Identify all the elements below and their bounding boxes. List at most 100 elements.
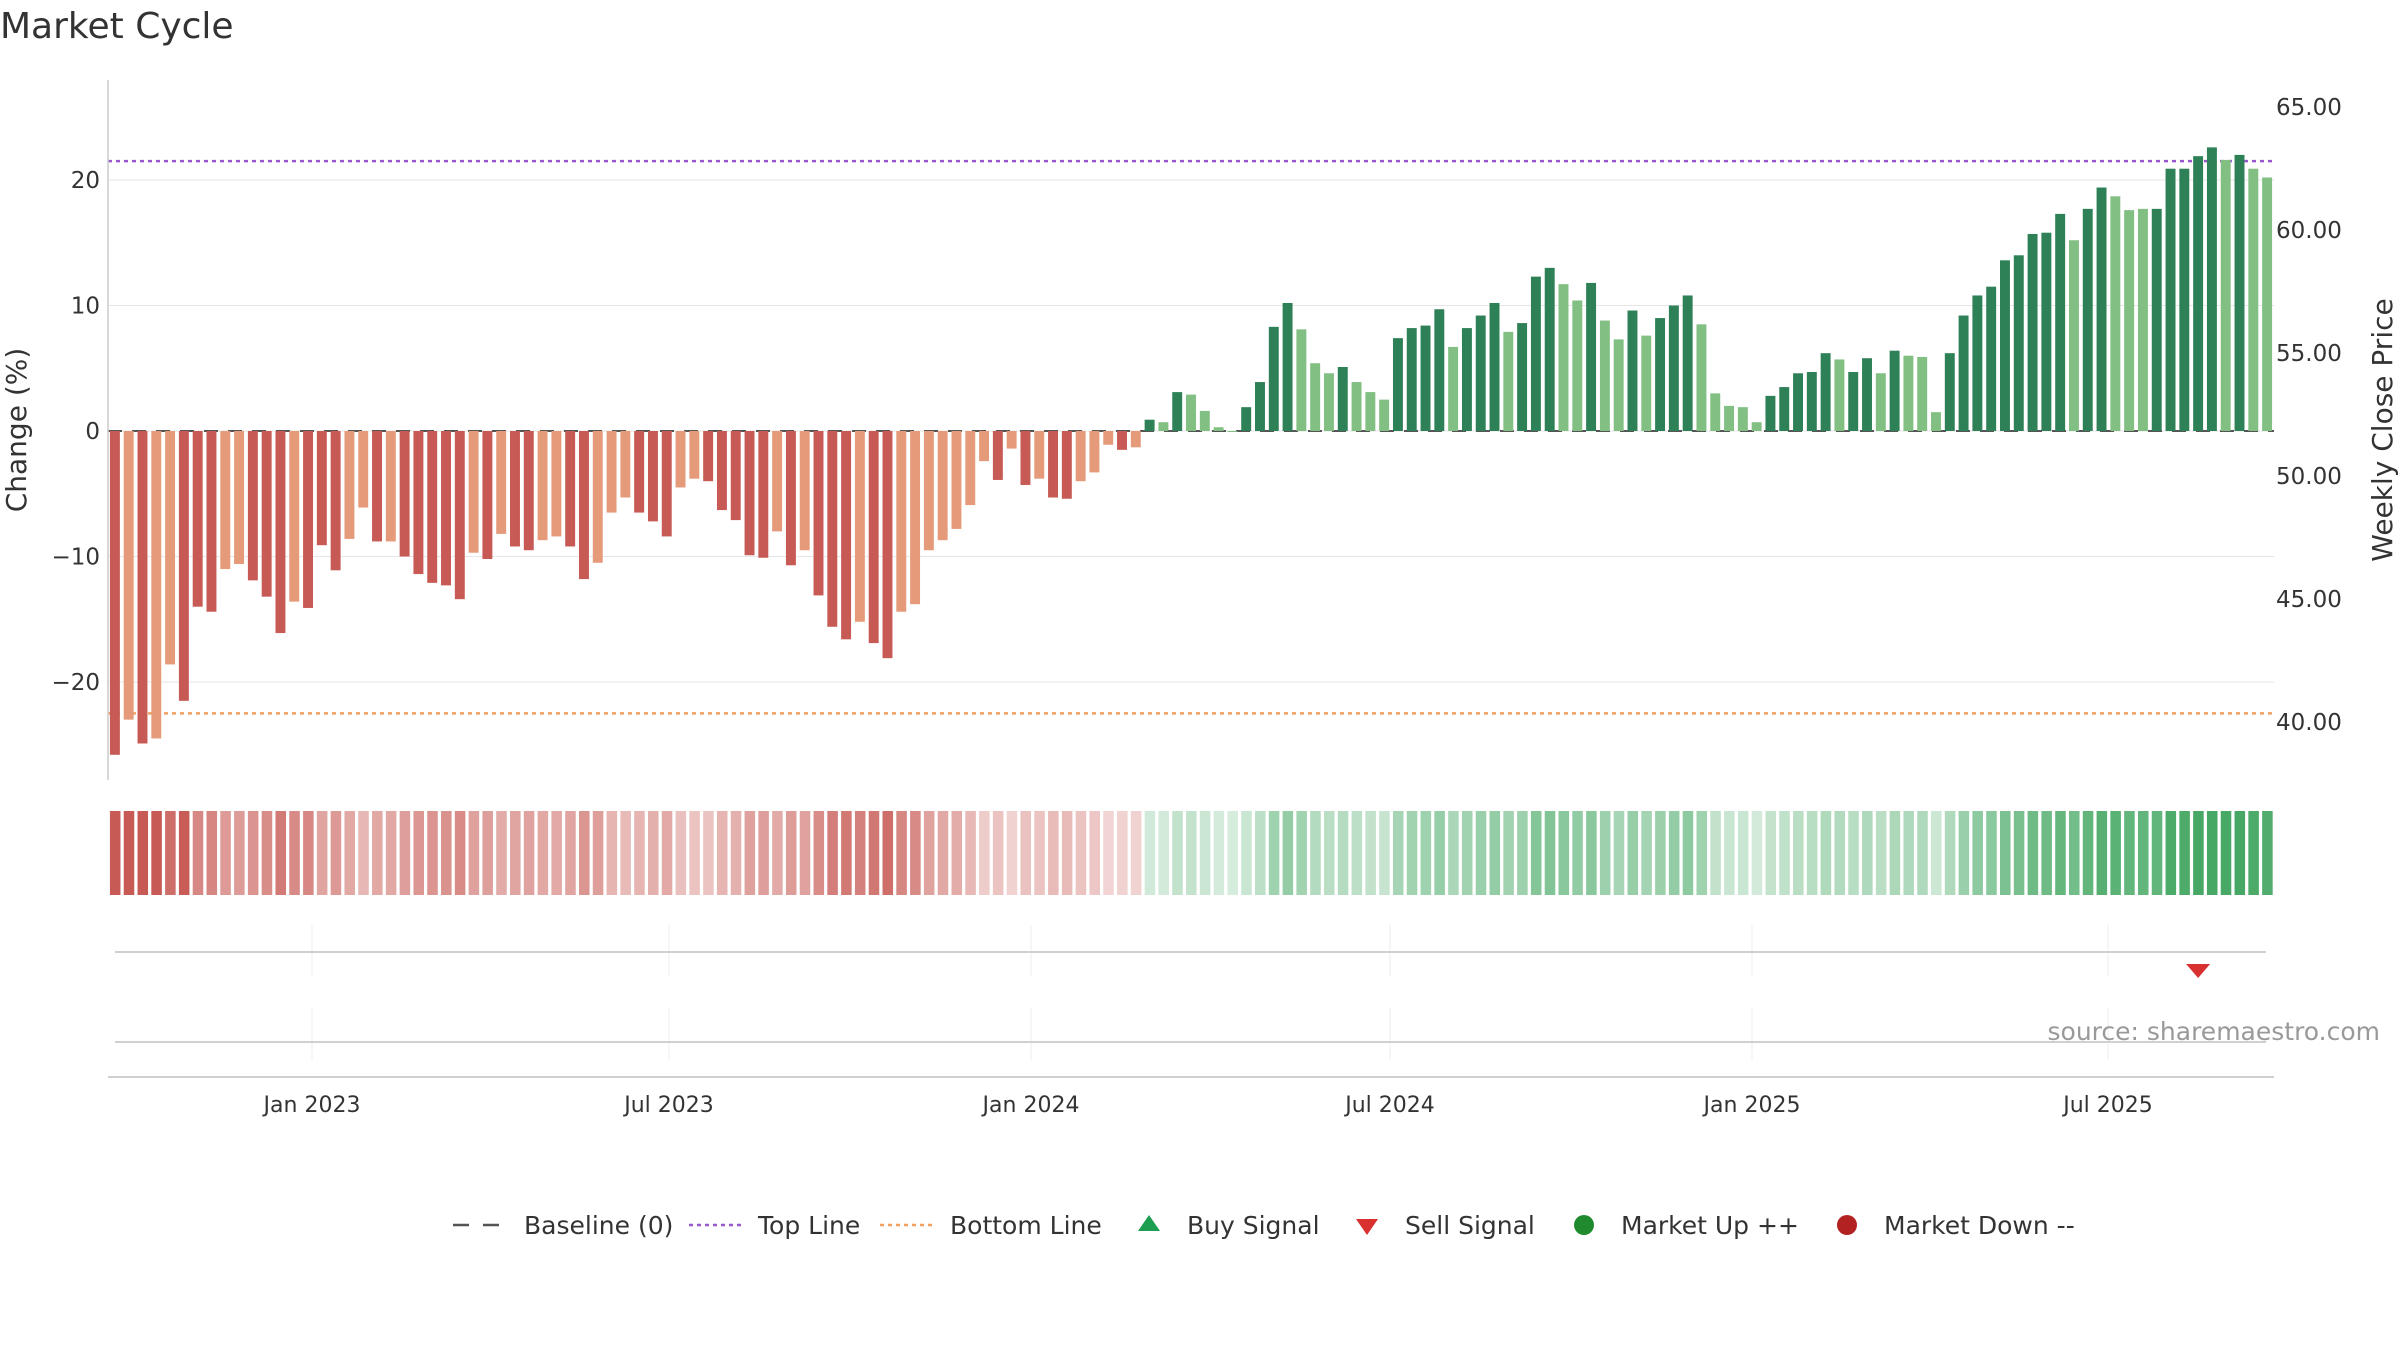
y-left-tick-label: −10 xyxy=(51,545,100,571)
heat-cell xyxy=(2220,811,2232,895)
heat-cell xyxy=(758,811,769,895)
bar xyxy=(358,431,369,508)
heat-cell xyxy=(896,811,907,895)
heat-cell xyxy=(2206,811,2218,895)
heat-cell xyxy=(2013,811,2025,895)
bar xyxy=(1255,382,1265,431)
heat-cell xyxy=(1655,811,1666,895)
bar xyxy=(1724,405,1735,431)
heat-cell xyxy=(1006,811,1018,895)
bar xyxy=(1544,267,1555,431)
heat-cell xyxy=(1765,811,1777,895)
heat-cell xyxy=(1310,811,1321,895)
heat-cell xyxy=(413,811,424,895)
heat-cell xyxy=(303,811,314,895)
x-tick-label: Jul 2023 xyxy=(622,1093,714,1118)
bar xyxy=(1530,276,1541,431)
heat-cell xyxy=(372,811,383,895)
heat-cell xyxy=(192,811,204,895)
heat-cell xyxy=(854,811,866,895)
bar xyxy=(758,431,769,558)
bar xyxy=(675,431,686,488)
bar xyxy=(841,431,852,640)
legend: Baseline (0) Top Line Bottom Line Buy Signa… xyxy=(453,1211,2075,1240)
heat-cell xyxy=(551,811,562,895)
axes: −20 −10 0 10 20 40.00 45.00 50.00 55.00 60.00 65.0… xyxy=(51,80,2342,1118)
legend-label: Baseline (0) xyxy=(524,1211,673,1240)
heat-cell xyxy=(510,811,521,895)
heat-cell xyxy=(841,811,852,895)
heat-cell xyxy=(799,811,811,895)
y-left-tick-label: 20 xyxy=(71,168,100,194)
heat-cell xyxy=(647,811,659,895)
heat-cell xyxy=(220,811,231,895)
heat-cell xyxy=(2041,811,2052,895)
heat-cell xyxy=(1503,811,1514,895)
bar xyxy=(165,431,176,665)
bar xyxy=(2124,210,2135,431)
heat-cell xyxy=(937,811,949,895)
heat-cell xyxy=(1931,811,1942,895)
heat-cell xyxy=(289,811,300,895)
bar xyxy=(1282,302,1293,431)
heat-cell xyxy=(247,811,259,895)
heat-cell xyxy=(1641,811,1652,895)
heat-cell xyxy=(1489,811,1501,895)
bar xyxy=(1379,399,1390,431)
heat-cell xyxy=(206,811,218,895)
heat-cell xyxy=(2027,811,2039,895)
heat-cell xyxy=(1475,811,1487,895)
bar xyxy=(979,431,990,462)
heat-cell xyxy=(165,811,176,895)
bar xyxy=(1503,331,1514,431)
heat-cell xyxy=(1351,811,1363,895)
bar xyxy=(965,431,976,506)
heat-cell xyxy=(1737,811,1749,895)
bar xyxy=(427,431,438,583)
bar xyxy=(1917,356,1928,431)
heat-cell xyxy=(1020,811,1032,895)
bar xyxy=(1130,431,1141,448)
bar xyxy=(2234,154,2245,431)
heat-cell xyxy=(1944,811,1956,895)
heat-cell xyxy=(882,811,894,895)
heat-cell xyxy=(151,811,162,895)
heat-cell xyxy=(992,811,1004,895)
heat-cell xyxy=(482,811,493,895)
bar xyxy=(2000,260,2010,431)
heat-cell xyxy=(1544,811,1556,895)
bar xyxy=(454,431,465,600)
bar xyxy=(923,431,934,551)
bar xyxy=(316,431,327,546)
heat-cell xyxy=(2068,811,2080,895)
x-tick-label: Jan 2024 xyxy=(981,1093,1080,1118)
heat-cell xyxy=(234,811,245,895)
y-left-tick-label: 0 xyxy=(85,419,100,445)
bar xyxy=(303,431,314,608)
heat-cell xyxy=(1710,811,1721,895)
bar xyxy=(1213,427,1224,431)
bar xyxy=(2165,168,2176,431)
bar xyxy=(592,431,603,563)
bar xyxy=(1668,305,1679,431)
bar xyxy=(1972,295,1983,431)
x-tick-label: Jul 2024 xyxy=(1343,1093,1435,1118)
bar xyxy=(523,431,534,551)
heat-cell xyxy=(1848,811,1859,895)
bar xyxy=(2220,159,2231,432)
bar xyxy=(496,431,507,534)
heat-cell xyxy=(1834,811,1845,895)
bar xyxy=(482,431,493,560)
bar xyxy=(2179,168,2190,431)
bar xyxy=(882,431,893,659)
heat-cell xyxy=(661,811,673,895)
bar xyxy=(1420,325,1431,431)
heat-cell xyxy=(979,811,990,895)
bar xyxy=(1641,335,1652,431)
signal-strip xyxy=(108,925,2274,1078)
heat-cell xyxy=(1061,811,1073,895)
bar xyxy=(896,431,907,612)
heat-cell xyxy=(427,811,438,895)
heat-cell xyxy=(1089,811,1100,895)
